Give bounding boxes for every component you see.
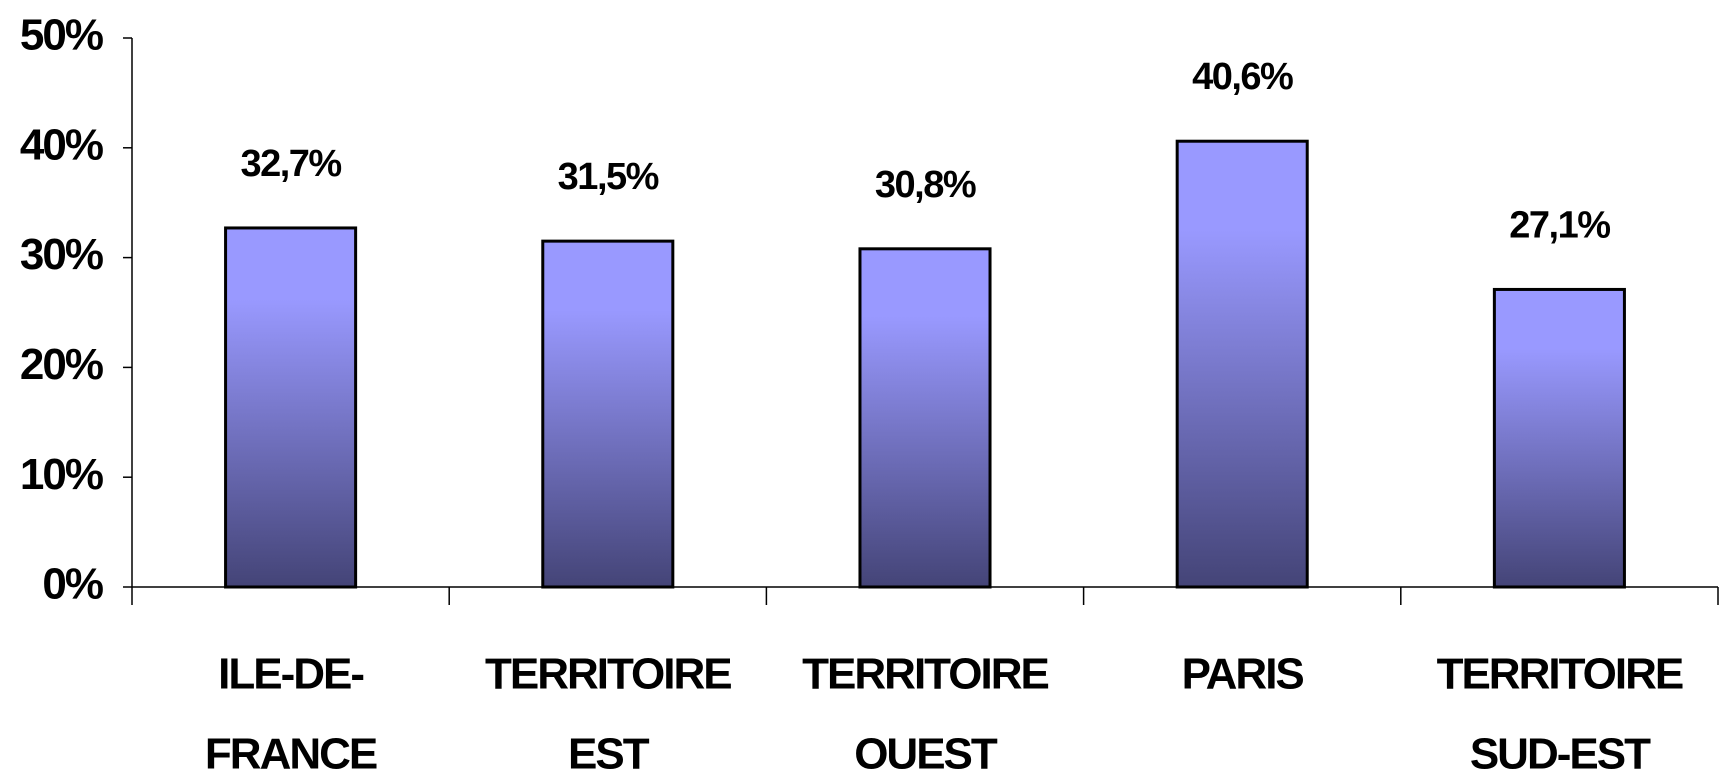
y-tick-label: 30% bbox=[20, 230, 103, 279]
value-label: 30,8% bbox=[875, 164, 976, 206]
y-tick-label: 0% bbox=[42, 560, 102, 609]
x-tick-label: TERRITOIRE bbox=[485, 650, 731, 699]
bar bbox=[541, 239, 675, 589]
x-tick-label: PARIS bbox=[1182, 650, 1304, 699]
value-label: 32,7% bbox=[240, 143, 341, 185]
bar bbox=[224, 226, 358, 589]
x-tick-label: OUEST bbox=[854, 730, 998, 779]
x-tick-label: FRANCE bbox=[205, 730, 377, 779]
x-tick-label: EST bbox=[568, 730, 650, 779]
value-label: 27,1% bbox=[1509, 204, 1610, 246]
y-tick-label: 10% bbox=[20, 450, 103, 499]
y-tick-label: 50% bbox=[20, 11, 103, 60]
y-tick-label: 40% bbox=[20, 120, 103, 169]
bar bbox=[1492, 287, 1626, 589]
value-label: 40,6% bbox=[1192, 56, 1293, 98]
x-tick-label: TERRITOIRE bbox=[1437, 650, 1683, 699]
x-tick-label: ILE-DE- bbox=[218, 650, 363, 699]
value-label: 31,5% bbox=[558, 156, 659, 198]
bar bbox=[858, 247, 992, 589]
x-tick-label: SUD-EST bbox=[1470, 730, 1651, 779]
bar bbox=[1175, 139, 1309, 589]
y-tick-label: 20% bbox=[20, 340, 103, 389]
x-tick-label: TERRITOIRE bbox=[802, 650, 1048, 699]
